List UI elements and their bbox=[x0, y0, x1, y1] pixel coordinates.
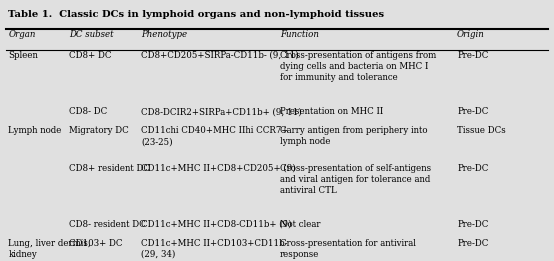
Text: CD8+ resident DC: CD8+ resident DC bbox=[69, 164, 150, 173]
Text: CD8- resident DC: CD8- resident DC bbox=[69, 220, 146, 229]
Text: Organ: Organ bbox=[8, 30, 35, 39]
Text: CD103+ DC: CD103+ DC bbox=[69, 239, 123, 248]
Text: Pre-DC: Pre-DC bbox=[457, 220, 489, 229]
Text: Origin: Origin bbox=[457, 30, 485, 39]
Text: Function: Function bbox=[280, 30, 319, 39]
Text: Carry antigen from periphery into
lymph node: Carry antigen from periphery into lymph … bbox=[280, 126, 427, 146]
Text: Tissue DCs: Tissue DCs bbox=[457, 126, 506, 135]
Text: Pre-DC: Pre-DC bbox=[457, 239, 489, 248]
Text: CD11c+MHC II+CD103+CD11b-
(29, 34): CD11c+MHC II+CD103+CD11b- (29, 34) bbox=[141, 239, 288, 259]
Text: Presentation on MHC II: Presentation on MHC II bbox=[280, 107, 383, 116]
Text: Cross-presentation of self-antigens
and viral antigen for tolerance and
antivira: Cross-presentation of self-antigens and … bbox=[280, 164, 431, 195]
Text: Not clear: Not clear bbox=[280, 220, 320, 229]
Text: CD8+ DC: CD8+ DC bbox=[69, 51, 112, 60]
Text: Cross-presentation of antigens from
dying cells and bacteria on MHC I
for immuni: Cross-presentation of antigens from dyin… bbox=[280, 51, 436, 82]
Text: CD8-DCIR2+SIRPa+CD11b+ (9, 11): CD8-DCIR2+SIRPa+CD11b+ (9, 11) bbox=[141, 107, 302, 116]
Text: Lymph node: Lymph node bbox=[8, 126, 61, 135]
Text: Migratory DC: Migratory DC bbox=[69, 126, 129, 135]
Text: CD8- DC: CD8- DC bbox=[69, 107, 107, 116]
Text: CD8+CD205+SIRPa-CD11b- (9, 11): CD8+CD205+SIRPa-CD11b- (9, 11) bbox=[141, 51, 299, 60]
Text: Pre-DC: Pre-DC bbox=[457, 107, 489, 116]
Text: Spleen: Spleen bbox=[8, 51, 38, 60]
Text: CD11chi CD40+MHC IIhi CCR7+
(23-25): CD11chi CD40+MHC IIhi CCR7+ (23-25) bbox=[141, 126, 289, 146]
Text: CD11c+MHC II+CD8+CD205+ (9): CD11c+MHC II+CD8+CD205+ (9) bbox=[141, 164, 296, 173]
Text: DC subset: DC subset bbox=[69, 30, 114, 39]
Text: CD11c+MHC II+CD8-CD11b+ (9): CD11c+MHC II+CD8-CD11b+ (9) bbox=[141, 220, 292, 229]
Text: Cross-presentation for antiviral
response: Cross-presentation for antiviral respons… bbox=[280, 239, 416, 259]
Text: Pre-DC: Pre-DC bbox=[457, 51, 489, 60]
Text: Lung, liver dermis,
kidney: Lung, liver dermis, kidney bbox=[8, 239, 91, 259]
Text: Pre-DC: Pre-DC bbox=[457, 164, 489, 173]
Text: Table 1.  Classic DCs in lymphoid organs and non-lymphoid tissues: Table 1. Classic DCs in lymphoid organs … bbox=[8, 10, 384, 19]
Text: Phenotype: Phenotype bbox=[141, 30, 187, 39]
